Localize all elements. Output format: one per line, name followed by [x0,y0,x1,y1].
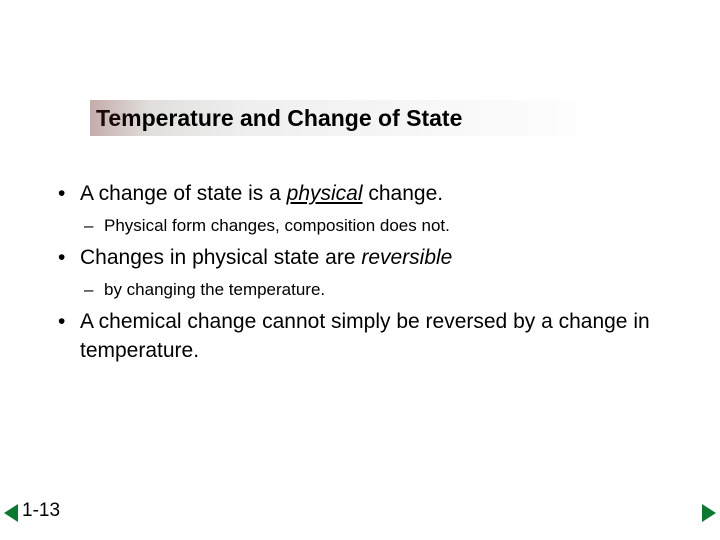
bullet-1-post: change. [363,182,444,205]
bullet-1-emph: physical [287,182,363,205]
bullet-2-pre: Changes in physical state are [80,246,361,269]
bullet-3: A chemical change cannot simply be rever… [50,308,670,365]
bullet-1-pre: A change of state is a [80,182,287,205]
sub-list-2: by changing the temperature. [80,278,670,302]
prev-arrow-icon[interactable] [4,504,18,522]
bullet-list: A change of state is a physical change. … [50,180,670,365]
sub-list-1: Physical form changes, composition does … [80,214,670,238]
bullet-2: Changes in physical state are reversible… [50,244,670,302]
slide-title: Temperature and Change of State [96,105,462,132]
sub-bullet-1-1: Physical form changes, composition does … [80,214,670,238]
title-bar: Temperature and Change of State [90,100,610,136]
slide-number: 1-13 [22,500,60,522]
slide-content: A change of state is a physical change. … [50,180,670,371]
bullet-2-emph: reversible [361,246,452,269]
next-arrow-icon[interactable] [702,504,716,522]
sub-bullet-2-1: by changing the temperature. [80,278,670,302]
bullet-1: A change of state is a physical change. … [50,180,670,238]
